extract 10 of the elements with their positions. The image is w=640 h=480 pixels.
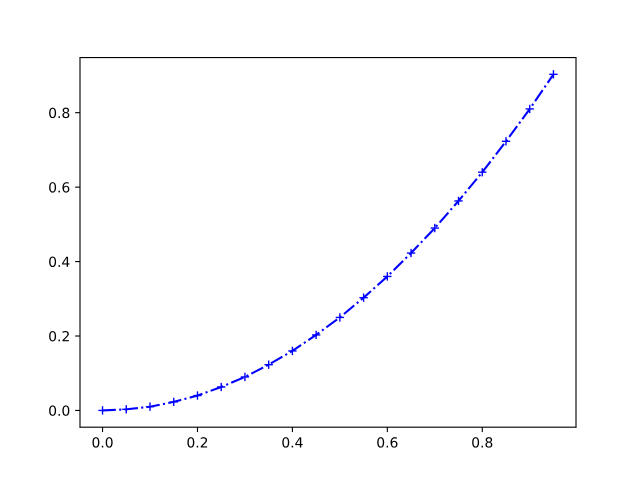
x-tick-label: 0.6 xyxy=(377,437,398,448)
y-tick-label: 0.4 xyxy=(49,256,70,268)
y-tick-label: 0.6 xyxy=(49,182,70,193)
x-tick-label: 0.4 xyxy=(282,437,303,448)
x-tick-label: 0.8 xyxy=(472,437,492,448)
y-tick-label: 0.2 xyxy=(49,330,69,342)
x-tick-label: 0.2 xyxy=(187,437,208,448)
x-tick-label: 0.0 xyxy=(92,437,113,448)
y-tick-label: 0.0 xyxy=(49,405,70,416)
y-tick-label: 0.8 xyxy=(49,108,70,118)
